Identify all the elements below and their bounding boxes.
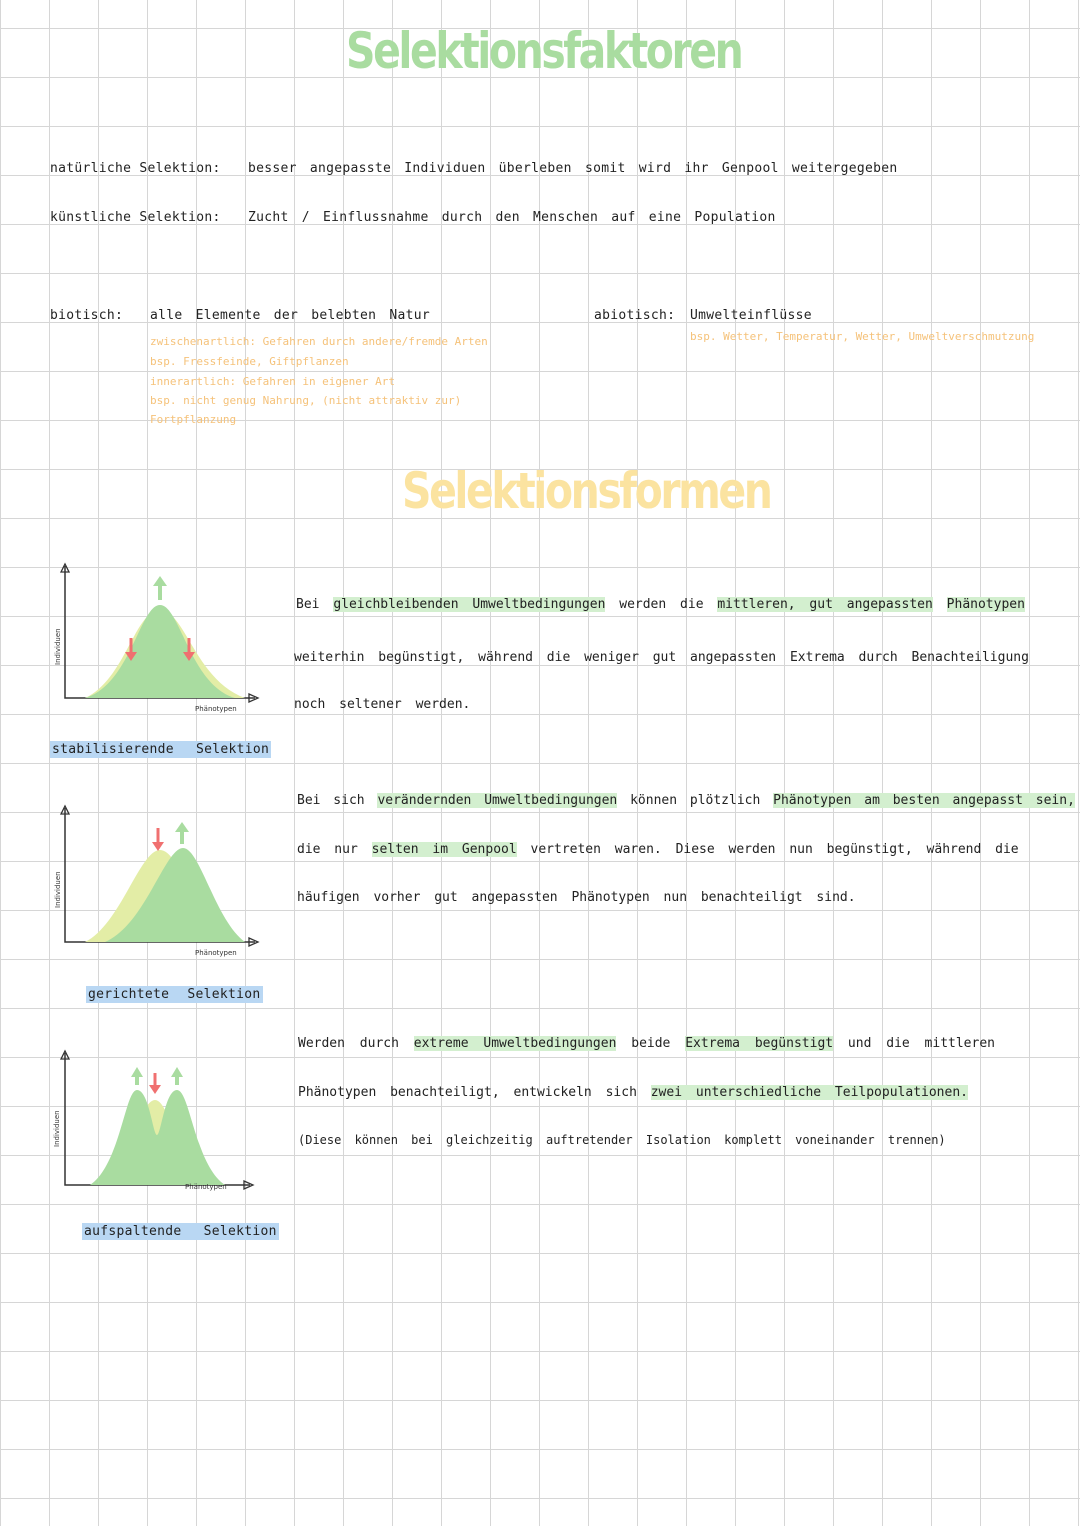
x-axis-label: Phänotypen	[195, 949, 237, 957]
form-label-directional: gerichtete Selektion	[86, 986, 263, 1003]
stabilizing-text-line-1: Bei gleichbleibenden Umweltbedingungen w…	[296, 597, 1025, 612]
artificial-selection-label: künstliche Selektion:	[50, 210, 221, 225]
x-axis-label: Phänotypen	[195, 705, 237, 713]
natural-selection-text: besser angepasste Individuen überleben s…	[248, 161, 898, 176]
title-selektionsformen: Selektionsformen	[402, 462, 773, 520]
directional-selection-graph: Individuen Phänotypen	[54, 804, 260, 957]
biotic-note-5: Fortpflanzung	[150, 413, 237, 426]
biotic-note-3: innerartlich: Gefahren in eigener Art	[150, 375, 396, 388]
biotic-text: alle Elemente der belebten Natur	[150, 308, 431, 323]
form-label-stabilizing: stabilisierende Selektion	[50, 741, 272, 758]
artificial-selection-text: Zucht / Einflussnahme durch den Menschen…	[248, 210, 776, 225]
directional-text-line-1: Bei sich verändernden Umweltbedingungen …	[297, 793, 1075, 808]
disruptive-text-line-3: (Diese können bei gleichzeitig auftreten…	[298, 1133, 946, 1147]
stabilizing-text-line-3: noch seltener werden.	[294, 697, 471, 712]
abiotic-text: Umwelteinflüsse	[690, 308, 812, 323]
stabilizing-text-line-2: weiterhin begünstigt, während die wenige…	[294, 650, 1029, 665]
directional-text-line-2: die nur selten im Genpool vertreten ware…	[297, 842, 1019, 857]
stabilizing-selection-graph: Individuen Phänotypen	[54, 562, 260, 713]
biotic-label: biotisch:	[50, 308, 124, 323]
abiotic-label: abiotisch:	[594, 308, 676, 323]
title-selektionsfaktoren: Selektionsfaktoren	[346, 22, 744, 80]
disruptive-text-line-2: Phänotypen benachteiligt, entwickeln sic…	[298, 1085, 968, 1100]
y-axis-label: Individuen	[54, 628, 62, 665]
biotic-note-2: bsp. Fressfeinde, Giftpflanzen	[150, 355, 349, 368]
y-axis-label: Individuen	[54, 871, 62, 908]
x-axis-label: Phänotypen	[185, 1183, 227, 1191]
directional-text-line-3: häufigen vorher gut angepassten Phänotyp…	[297, 890, 856, 905]
abiotic-note: bsp. Wetter, Temperatur, Wetter, Umweltv…	[690, 330, 1035, 343]
biotic-note-1: zwischenartlich: Gefahren durch andere/f…	[150, 335, 488, 348]
y-axis-label: Individuen	[53, 1110, 61, 1147]
disruptive-text-line-1: Werden durch extreme Umweltbedingungen b…	[298, 1036, 995, 1051]
disruptive-selection-graph: Individuen Phänotypen	[53, 1049, 255, 1191]
natural-selection-label: natürliche Selektion:	[50, 161, 221, 176]
form-label-disruptive: aufspaltende Selektion	[82, 1223, 279, 1240]
biotic-note-4: bsp. nicht genug Nahrung, (nicht attrakt…	[150, 394, 462, 407]
